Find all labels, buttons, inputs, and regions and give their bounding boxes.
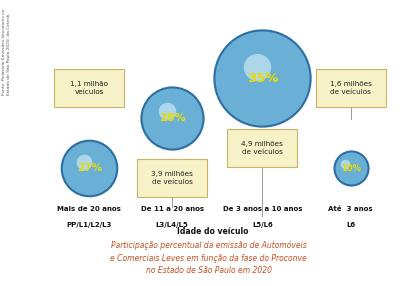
Text: L6: L6 — [346, 222, 355, 228]
Text: 10%: 10% — [341, 164, 361, 172]
Text: De 3 anos a 10 anos: De 3 anos a 10 anos — [222, 206, 302, 212]
Text: 1,1 milhão
veículos: 1,1 milhão veículos — [70, 81, 108, 95]
Point — [169, 116, 175, 120]
Text: 3,9 milhões
de veículos: 3,9 milhões de veículos — [151, 171, 193, 185]
Text: L5/L6: L5/L6 — [252, 222, 273, 228]
Point — [347, 166, 354, 170]
FancyBboxPatch shape — [227, 129, 297, 167]
Text: Participação percentual da emissão de Automóveis
e Comerciais Leves em função da: Participação percentual da emissão de Au… — [110, 241, 307, 275]
Point — [86, 166, 92, 170]
Point — [259, 76, 266, 80]
FancyBboxPatch shape — [316, 69, 386, 107]
FancyBboxPatch shape — [54, 69, 124, 107]
Point — [342, 162, 348, 166]
Text: Até  3 anos: Até 3 anos — [328, 206, 373, 212]
Point — [163, 109, 170, 113]
Text: De 11 a 20 anos: De 11 a 20 anos — [141, 206, 204, 212]
Text: Fonte: Relatório Emissões Veiculares no
Estado de São Paulo 2020, da Cetesb: Fonte: Relatório Emissões Veiculares no … — [2, 9, 11, 95]
Text: Mais de 20 anos: Mais de 20 anos — [57, 206, 121, 212]
Text: L3/L4/L5: L3/L4/L5 — [156, 222, 189, 228]
Text: Idade do veículo: Idade do veículo — [177, 227, 248, 236]
Point — [81, 160, 87, 164]
Text: PP/L1/L2/L3: PP/L1/L2/L3 — [67, 222, 112, 228]
Text: 4,9 milhões
de veículos: 4,9 milhões de veículos — [241, 141, 283, 155]
Text: 1,6 milhões
de veículos: 1,6 milhões de veículos — [330, 81, 372, 95]
FancyBboxPatch shape — [137, 159, 207, 197]
Text: 28%: 28% — [159, 113, 186, 123]
Point — [254, 65, 260, 69]
Text: 35%: 35% — [247, 72, 278, 85]
Text: 27%: 27% — [77, 163, 102, 173]
